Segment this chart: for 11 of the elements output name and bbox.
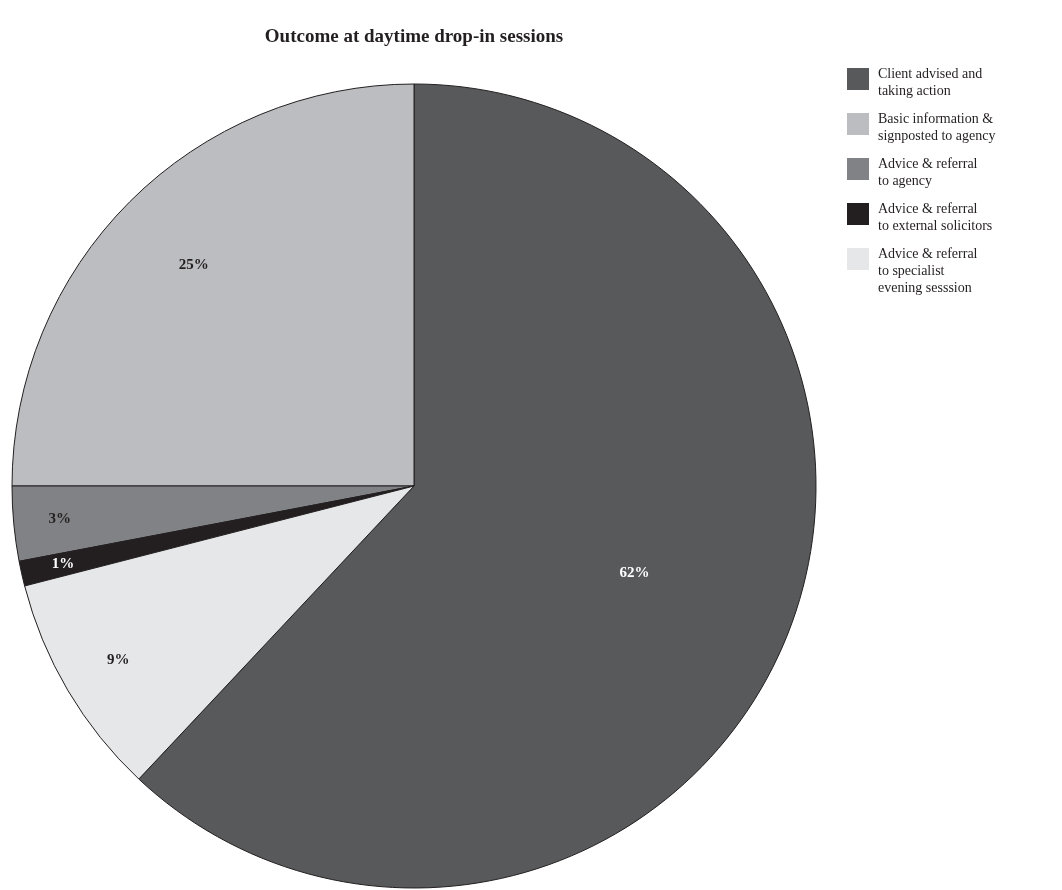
data-label: 3% <box>48 509 72 526</box>
chart-title: Outcome at daytime drop-in sessions <box>264 25 564 46</box>
legend-label: Advice & referral to external solicitors <box>878 201 993 233</box>
data-label: 25% <box>178 256 209 273</box>
legend-label: Advice & referral to specialist evening sesssion <box>878 246 978 295</box>
legend-label: Basic information & signposted to agency <box>878 111 996 143</box>
legend-label: Client advised and taking action <box>878 66 983 98</box>
data-label: 1% <box>51 554 75 571</box>
legend-label: Advice & referral to agency <box>878 156 978 188</box>
data-label: 62% <box>619 563 650 580</box>
data-label: 9% <box>106 651 130 668</box>
